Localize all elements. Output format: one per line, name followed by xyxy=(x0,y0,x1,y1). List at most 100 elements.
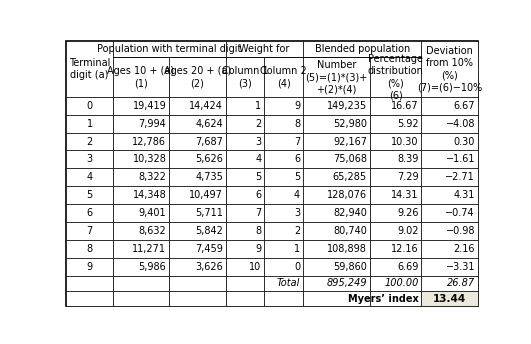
Text: 6.69: 6.69 xyxy=(397,262,418,272)
Text: 7,687: 7,687 xyxy=(195,137,223,147)
Text: Column 1
(3): Column 1 (3) xyxy=(222,66,269,88)
Bar xyxy=(169,186,226,204)
Bar xyxy=(370,291,421,306)
Text: 895,249: 895,249 xyxy=(327,278,367,288)
Bar xyxy=(226,204,264,222)
Text: 9: 9 xyxy=(87,262,92,272)
Text: Deviation
from 10%
(%)
(7)=(6)−10%: Deviation from 10% (%) (7)=(6)−10% xyxy=(417,46,482,92)
Text: 9: 9 xyxy=(294,101,300,111)
Bar xyxy=(370,258,421,276)
Text: 7.29: 7.29 xyxy=(397,172,418,182)
Bar xyxy=(264,186,303,204)
Bar xyxy=(303,291,370,306)
Text: Ages 10 + (a)
(1): Ages 10 + (a) (1) xyxy=(107,66,175,88)
Text: 6: 6 xyxy=(294,154,300,164)
Bar xyxy=(113,204,169,222)
Text: 10,328: 10,328 xyxy=(133,154,166,164)
Bar xyxy=(421,97,478,115)
Bar xyxy=(169,240,226,258)
Text: 2: 2 xyxy=(294,226,300,236)
Bar xyxy=(264,97,303,115)
Text: 5,626: 5,626 xyxy=(195,154,223,164)
Text: Column 2
(4): Column 2 (4) xyxy=(260,66,307,88)
Bar xyxy=(113,41,226,57)
Text: 100.00: 100.00 xyxy=(384,278,418,288)
Bar xyxy=(66,222,113,240)
Bar xyxy=(421,186,478,204)
Text: 8: 8 xyxy=(87,244,92,254)
Bar xyxy=(264,276,303,291)
Bar xyxy=(169,276,226,291)
Bar xyxy=(113,115,169,132)
Bar xyxy=(169,132,226,150)
Bar xyxy=(113,57,169,97)
Text: −4.08: −4.08 xyxy=(446,119,475,129)
Bar xyxy=(66,204,113,222)
Bar xyxy=(66,97,113,115)
Bar xyxy=(169,97,226,115)
Bar xyxy=(370,150,421,168)
Bar xyxy=(370,186,421,204)
Bar xyxy=(421,132,478,150)
Text: 4,624: 4,624 xyxy=(195,119,223,129)
Bar xyxy=(303,222,370,240)
Bar xyxy=(113,240,169,258)
Text: 3,626: 3,626 xyxy=(195,262,223,272)
Text: Ages 20 + (a)
(2): Ages 20 + (a) (2) xyxy=(164,66,231,88)
Text: 7,994: 7,994 xyxy=(139,119,166,129)
Bar xyxy=(303,168,370,186)
Text: 2: 2 xyxy=(87,137,92,147)
Text: Terminal
digit (a): Terminal digit (a) xyxy=(69,58,110,80)
Text: 1: 1 xyxy=(255,101,262,111)
Bar xyxy=(113,168,169,186)
Bar xyxy=(113,132,169,150)
Bar xyxy=(303,186,370,204)
Bar xyxy=(264,150,303,168)
Bar xyxy=(303,204,370,222)
Text: 10.30: 10.30 xyxy=(391,137,418,147)
Bar xyxy=(303,41,421,57)
Text: 5: 5 xyxy=(87,190,92,200)
Bar xyxy=(226,41,303,57)
Text: Population with terminal digit: Population with terminal digit xyxy=(97,44,242,54)
Text: 7: 7 xyxy=(87,226,92,236)
Bar xyxy=(226,276,264,291)
Text: −3.31: −3.31 xyxy=(446,262,475,272)
Bar xyxy=(370,168,421,186)
Bar xyxy=(66,240,113,258)
Bar xyxy=(113,222,169,240)
Bar xyxy=(226,291,264,306)
Bar xyxy=(264,258,303,276)
Text: 128,076: 128,076 xyxy=(327,190,367,200)
Text: 12.16: 12.16 xyxy=(391,244,418,254)
Bar xyxy=(226,97,264,115)
Text: 52,980: 52,980 xyxy=(333,119,367,129)
Text: Percentage
distribution
(%)
(6): Percentage distribution (%) (6) xyxy=(367,54,424,100)
Bar xyxy=(264,222,303,240)
Text: 4: 4 xyxy=(294,190,300,200)
Text: 8,632: 8,632 xyxy=(139,226,166,236)
Bar xyxy=(303,97,370,115)
Bar xyxy=(421,222,478,240)
Text: 10: 10 xyxy=(249,262,262,272)
Text: 16.67: 16.67 xyxy=(391,101,418,111)
Bar xyxy=(370,204,421,222)
Text: 5: 5 xyxy=(255,172,262,182)
Text: 0: 0 xyxy=(87,101,92,111)
Bar xyxy=(421,41,478,97)
Text: 6: 6 xyxy=(255,190,262,200)
Text: 2.16: 2.16 xyxy=(453,244,475,254)
Text: 65,285: 65,285 xyxy=(333,172,367,182)
Text: 0: 0 xyxy=(294,262,300,272)
Text: Number
(5)=(1)*(3)+
+(2)*(4): Number (5)=(1)*(3)+ +(2)*(4) xyxy=(305,60,367,94)
Text: 8: 8 xyxy=(294,119,300,129)
Text: 6: 6 xyxy=(87,208,92,218)
Bar xyxy=(264,115,303,132)
Bar xyxy=(264,204,303,222)
Bar xyxy=(169,57,226,97)
Text: 12,786: 12,786 xyxy=(132,137,166,147)
Text: −2.71: −2.71 xyxy=(446,172,475,182)
Bar xyxy=(66,258,113,276)
Bar xyxy=(421,204,478,222)
Bar xyxy=(113,258,169,276)
